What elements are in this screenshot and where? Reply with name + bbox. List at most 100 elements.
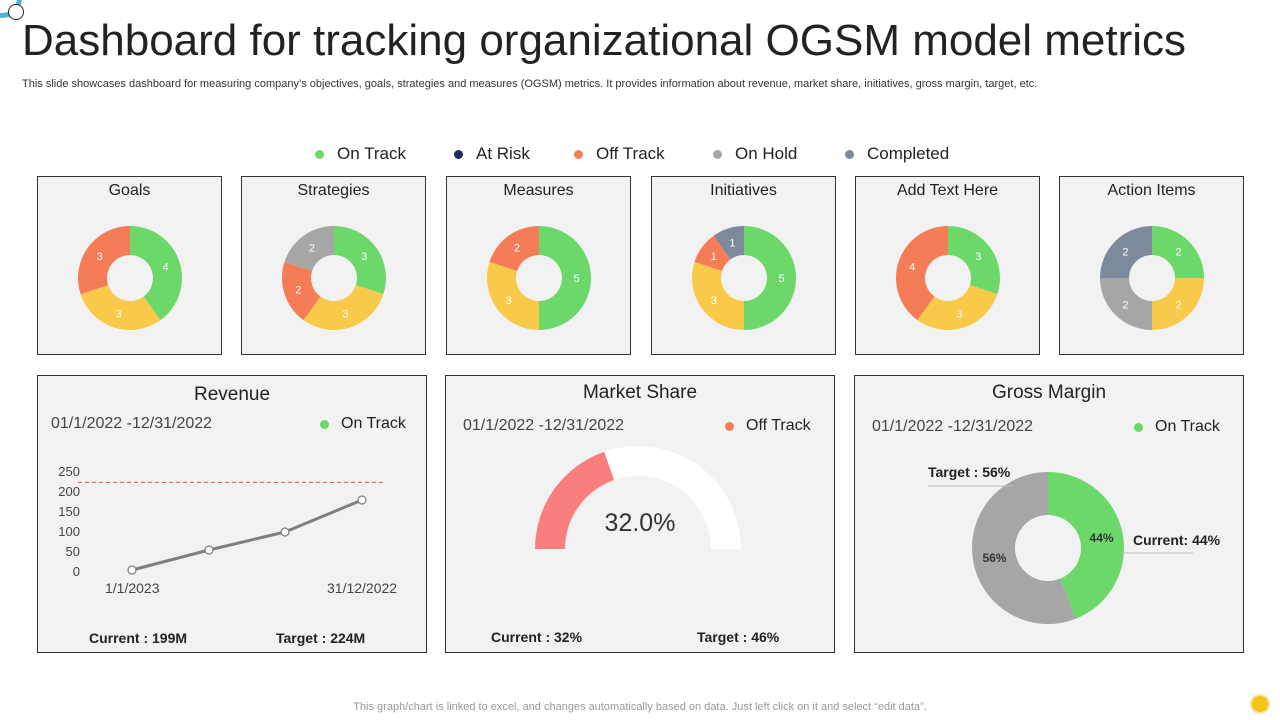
on-track-dot-icon bbox=[315, 149, 324, 159]
donut-slice bbox=[972, 472, 1076, 624]
market-share-status: Off Track bbox=[725, 417, 811, 435]
donut-slice bbox=[334, 226, 386, 295]
donut-slice-label: 2 bbox=[1122, 300, 1128, 312]
goals-donut-chart: 4 3 3 bbox=[78, 226, 182, 330]
gross-target-callout: Target : 56% bbox=[928, 464, 1011, 480]
on-hold-dot-icon bbox=[713, 149, 722, 159]
donut-slice-label: 1 bbox=[711, 251, 717, 263]
donut-slice-label: 2 bbox=[295, 285, 301, 297]
legend-item-off-track: Off Track bbox=[574, 144, 665, 164]
x-start-label: 1/1/2023 bbox=[105, 580, 160, 596]
action-items-donut-chart: 2 2 2 2 bbox=[1100, 226, 1204, 330]
legend-item-on-track: On Track bbox=[315, 144, 406, 164]
donut-slice-label: 3 bbox=[711, 295, 717, 307]
donut-slice-label: 4 bbox=[163, 261, 169, 273]
donut-slice bbox=[694, 235, 731, 271]
revenue-status-label: On Track bbox=[341, 415, 406, 432]
x-end-label: 31/12/2022 bbox=[327, 580, 398, 596]
market-share-date-range: 01/1/2022 -12/31/2022 bbox=[463, 417, 625, 434]
donut-slice bbox=[78, 226, 130, 295]
action-items-card: Action Items 2 2 2 2 bbox=[1059, 176, 1244, 355]
on-track-dot-icon bbox=[1134, 422, 1143, 432]
market-share-title: Market Share bbox=[582, 382, 698, 403]
revenue-data-point bbox=[127, 565, 137, 575]
donut-slice bbox=[282, 261, 321, 321]
page-title: Dashboard for tracking organizational OG… bbox=[22, 16, 1187, 65]
donut-slice bbox=[692, 261, 744, 330]
off-track-dot-icon bbox=[725, 421, 734, 431]
donut-slice bbox=[489, 226, 539, 271]
revenue-title: Revenue bbox=[193, 384, 271, 405]
y-tick: 100 bbox=[58, 524, 80, 539]
donut-slice bbox=[1152, 226, 1204, 278]
donut-slice-label: 3 bbox=[343, 309, 349, 321]
market-share-current-label: Current : 32% bbox=[491, 629, 583, 645]
donut-slice-label: 44% bbox=[1090, 531, 1114, 545]
revenue-status: On Track bbox=[320, 415, 406, 433]
gross-margin-title: Gross Margin bbox=[991, 382, 1107, 403]
gauge-fill bbox=[535, 451, 615, 549]
legend-label: At Risk bbox=[476, 144, 530, 163]
donut-slice bbox=[948, 226, 1000, 295]
gross-margin-card: Gross Margin 01/1/2022 -12/31/2022 On Tr… bbox=[854, 375, 1244, 653]
donut-slice bbox=[539, 226, 591, 330]
on-track-dot-icon bbox=[320, 419, 329, 429]
donut-slice bbox=[744, 226, 796, 330]
market-share-value: 32.0% bbox=[604, 509, 676, 537]
donut-slice-label: 56% bbox=[982, 551, 1006, 565]
donut-slice-label: 5 bbox=[573, 273, 579, 285]
donut-slice bbox=[917, 285, 998, 330]
market-share-target-label: Target : 46% bbox=[697, 629, 780, 645]
add-text-donut-chart: 3 3 4 bbox=[896, 226, 1000, 330]
donut-slice-label: 1 bbox=[729, 237, 735, 249]
donut-slice bbox=[80, 285, 161, 330]
measures-card: Measures 5 3 2 bbox=[446, 176, 631, 355]
measures-title: Measures bbox=[503, 182, 574, 199]
revenue-target-label: Target : 224M bbox=[276, 630, 366, 646]
y-tick: 0 bbox=[72, 564, 80, 579]
donut-slice-label: 3 bbox=[957, 309, 963, 321]
y-tick: 150 bbox=[58, 504, 80, 519]
donut-slice-label: 2 bbox=[1122, 246, 1128, 258]
donut-slice-label: 3 bbox=[115, 309, 121, 321]
status-legend: On Track At Risk Off Track On Hold Compl… bbox=[0, 144, 1280, 164]
donut-slice-label: 3 bbox=[361, 251, 367, 263]
action-items-title: Action Items bbox=[1107, 182, 1196, 199]
legend-label: Off Track bbox=[596, 144, 665, 163]
donut-slice bbox=[284, 226, 334, 271]
donut-slice bbox=[130, 226, 182, 321]
goals-card: Goals 4 3 3 bbox=[37, 176, 222, 355]
strategies-card: Strategies 3 3 2 2 bbox=[241, 176, 426, 355]
gross-margin-status-label: On Track bbox=[1155, 418, 1220, 435]
donut-slice bbox=[1152, 278, 1204, 330]
revenue-data-point bbox=[204, 545, 214, 555]
initiatives-title: Initiatives bbox=[710, 182, 777, 199]
donut-slice bbox=[896, 226, 948, 321]
donut-slice bbox=[487, 261, 539, 330]
off-track-dot-icon bbox=[574, 149, 583, 159]
revenue-data-point bbox=[280, 527, 290, 537]
revenue-date-range: 01/1/2022 -12/31/2022 bbox=[51, 415, 213, 432]
completed-dot-icon bbox=[845, 149, 854, 159]
y-tick: 250 bbox=[58, 464, 80, 479]
gross-margin-status: On Track bbox=[1134, 418, 1220, 436]
page-subtitle: This slide showcases dashboard for measu… bbox=[22, 78, 1038, 90]
measures-donut-chart: 5 3 2 bbox=[487, 226, 591, 330]
legend-item-completed: Completed bbox=[845, 144, 949, 164]
revenue-current-label: Current : 199M bbox=[89, 630, 188, 646]
revenue-line-chart bbox=[78, 481, 384, 575]
donut-slice-label: 2 bbox=[309, 243, 315, 255]
revenue-series-line bbox=[131, 498, 363, 572]
donut-slice-label: 2 bbox=[1175, 300, 1181, 312]
legend-label: On Track bbox=[337, 144, 406, 163]
initiatives-donut-chart: 5 3 11 bbox=[692, 226, 796, 330]
donut-slice-label: 2 bbox=[1175, 246, 1181, 258]
donut-slice bbox=[713, 226, 744, 260]
legend-label: Completed bbox=[867, 144, 950, 163]
strategies-donut-chart: 3 3 2 2 bbox=[282, 226, 386, 330]
gross-current-callout: Current: 44% bbox=[1133, 532, 1221, 548]
donut-slice-label: 3 bbox=[506, 295, 512, 307]
donut-slice bbox=[1100, 226, 1152, 278]
legend-item-on-hold: On Hold bbox=[713, 144, 797, 164]
